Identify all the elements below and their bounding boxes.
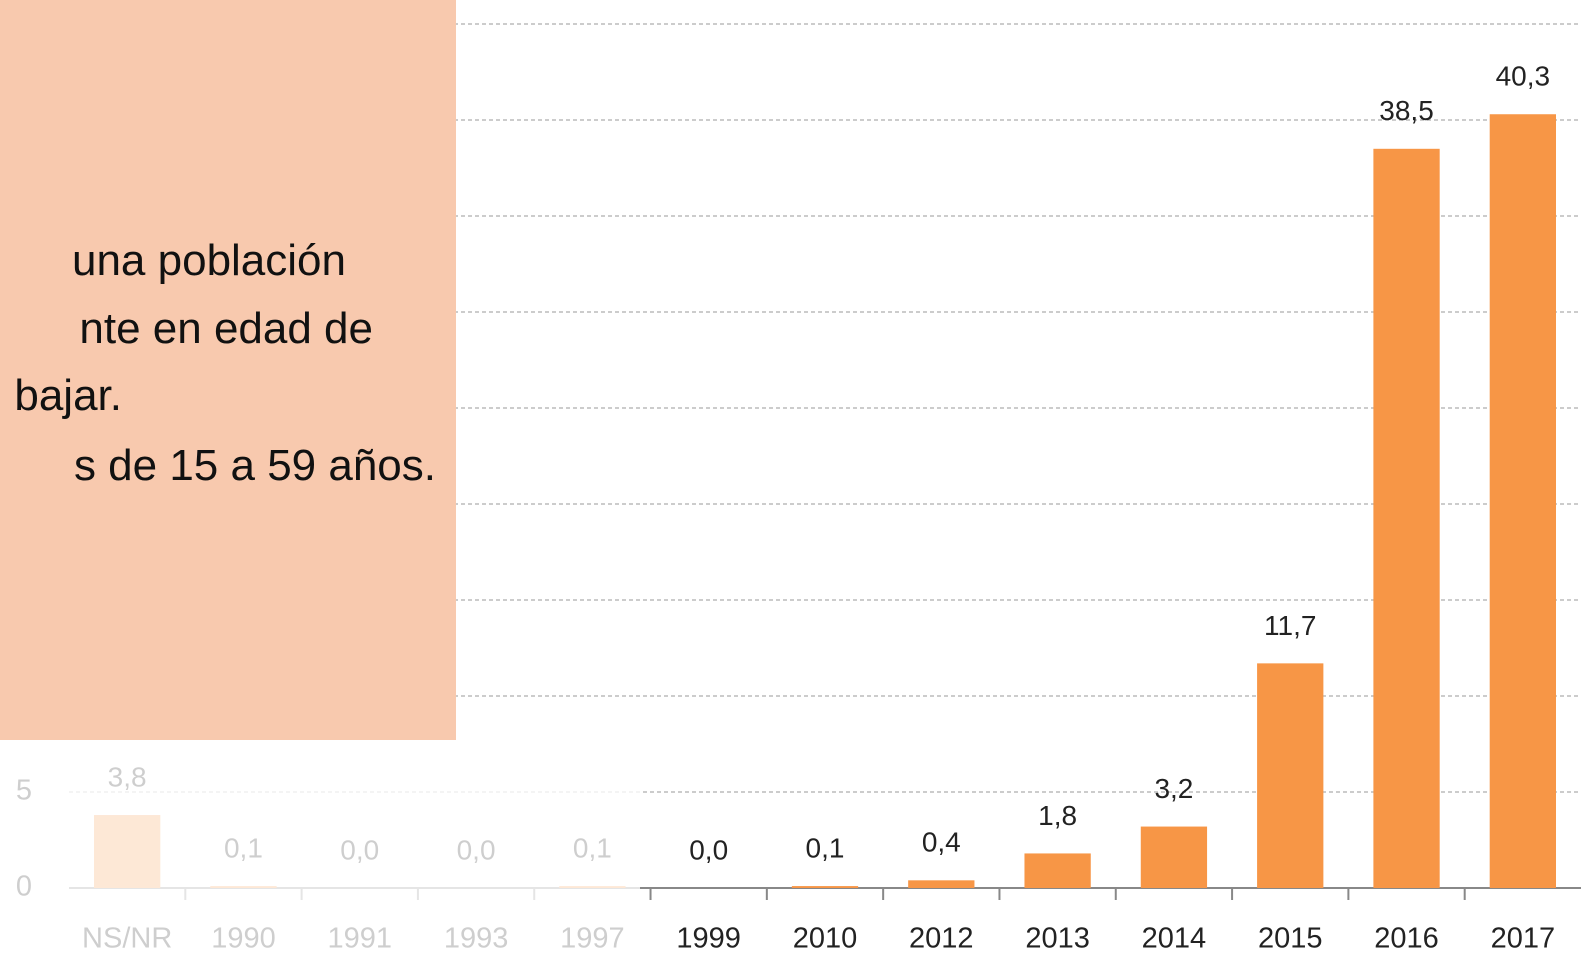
fade	[0, 740, 640, 966]
bar	[1257, 663, 1324, 888]
overlay-line: s de 15 a 59 años.	[74, 441, 436, 490]
value-label: 1,8	[1038, 800, 1077, 831]
bar	[791, 886, 859, 888]
x-tick-label: 2013	[1025, 923, 1090, 955]
x-tick-label: 2015	[1258, 923, 1323, 955]
x-tick-label: 2017	[1491, 923, 1556, 955]
plot: 051015202530354045NS/NR3,819900,119910,0…	[0, 7, 1581, 955]
value-label: 3,2	[1154, 773, 1193, 804]
value-label: 40,3	[1496, 61, 1551, 92]
x-tick-label: 2016	[1374, 923, 1439, 955]
bar	[1489, 114, 1556, 889]
x-tick-label: 2012	[909, 923, 974, 955]
bar	[1024, 853, 1091, 888]
value-label: 0,0	[689, 834, 728, 865]
x-tick-label: 1999	[676, 923, 741, 955]
bar	[908, 880, 975, 888]
value-label: 0,4	[922, 827, 961, 858]
value-label: 38,5	[1379, 95, 1434, 126]
overlay-box	[0, 0, 456, 740]
bar	[1373, 148, 1440, 889]
overlay-line: una población	[72, 236, 346, 285]
x-tick-label: 2014	[1142, 923, 1207, 955]
overlay-line: nte en edad de	[79, 304, 373, 353]
overlay-line: bajar.	[14, 371, 122, 420]
x-tick-label: 2010	[793, 923, 858, 955]
value-label: 11,7	[1264, 610, 1316, 641]
bar	[1140, 826, 1208, 888]
value-label: 0,1	[806, 832, 845, 863]
